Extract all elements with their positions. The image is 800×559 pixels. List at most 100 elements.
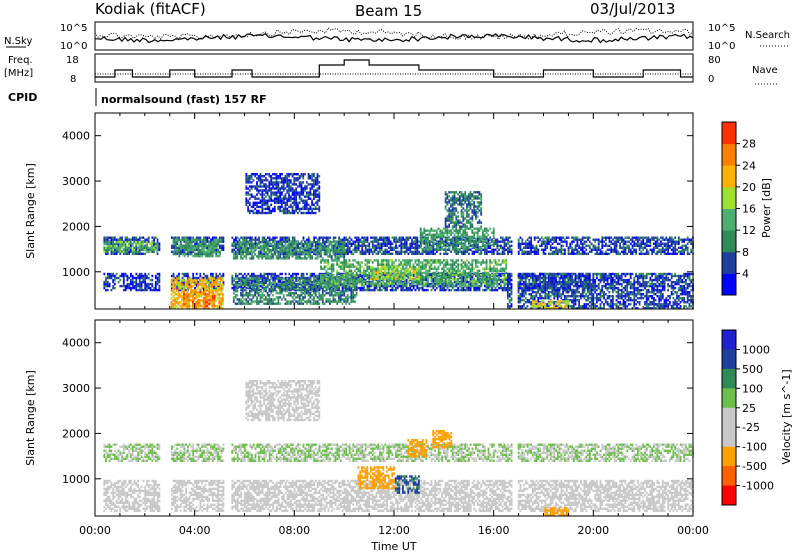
heat-cell-0 — [500, 241, 502, 243]
heat-cell-2 — [191, 249, 193, 251]
heat-cell-4 — [178, 301, 180, 303]
heat-cell-3 — [135, 273, 137, 275]
heat-cell-0 — [111, 243, 113, 245]
heat-cell-0 — [507, 243, 509, 245]
heat-cell-3 — [242, 275, 244, 277]
heat-cell-6 — [336, 286, 338, 288]
heat-cell-6 — [317, 280, 319, 282]
heat-cell-6 — [247, 277, 249, 279]
heat-cell-0 — [626, 245, 628, 247]
heat-cell-4 — [218, 277, 220, 279]
heat-cell-0 — [584, 243, 586, 245]
heat-cell-6 — [269, 303, 271, 305]
heat-cell-0 — [207, 245, 209, 247]
heat-cell-0 — [119, 237, 121, 239]
heat-cell-0 — [630, 249, 632, 251]
heat-cell-7 — [265, 241, 267, 243]
heat-cell-0 — [543, 239, 545, 241]
heat-cell-0 — [566, 241, 568, 243]
heat-cell-6 — [238, 277, 240, 279]
heat-cell-7 — [285, 255, 287, 257]
heat-cell-7 — [304, 243, 306, 245]
heat-cell-0 — [534, 247, 536, 249]
heat-cell-0 — [463, 251, 465, 253]
heat-cell-3 — [479, 285, 481, 287]
heat-cell-6 — [290, 282, 292, 284]
heat-cell-3 — [461, 287, 463, 289]
heat-cell-0 — [678, 237, 680, 239]
heat-cell-5 — [212, 305, 214, 307]
heat-cell-1 — [130, 241, 132, 243]
heat-cell-4 — [172, 295, 174, 297]
heat-cell-0 — [329, 237, 331, 239]
heat-cell-0 — [589, 241, 591, 243]
heat-cell-4 — [220, 277, 222, 279]
heat-cell-7 — [267, 255, 269, 257]
heat-cell-4 — [217, 297, 219, 299]
heat-cell-7 — [267, 241, 269, 243]
heat-cell-0 — [274, 237, 276, 239]
heat-cell-3 — [157, 277, 159, 279]
heat-cell-0 — [566, 237, 568, 239]
heat-cell-7 — [253, 243, 255, 245]
heat-cell-3 — [408, 287, 410, 289]
heat-cell-6 — [237, 282, 239, 284]
heat-cell-6 — [317, 300, 319, 302]
heat-cell-7 — [267, 253, 269, 255]
heat-cell-0 — [537, 249, 539, 251]
heat-cell-6 — [251, 300, 253, 302]
heat-cell-0 — [157, 253, 159, 255]
heat-cell-3 — [157, 279, 159, 281]
heat-cell-1 — [105, 243, 107, 245]
heat-cell-0 — [183, 237, 185, 239]
heat-cell-4 — [215, 289, 217, 291]
heat-cell-0 — [687, 237, 689, 239]
heat-cell-3 — [148, 277, 150, 279]
heat-cell-0 — [674, 241, 676, 243]
heat-cell-1 — [148, 247, 150, 249]
heat-cell-0 — [249, 237, 251, 239]
heat-cell-6 — [288, 282, 290, 284]
heat-cell-6 — [245, 300, 247, 302]
heat-cell-6 — [270, 288, 272, 290]
heat-cell-0 — [637, 243, 639, 245]
heat-cell-0 — [589, 245, 591, 247]
heat-cell-2 — [187, 241, 189, 243]
heat-cell-0 — [671, 243, 673, 245]
heat-cell-7 — [285, 243, 287, 245]
heat-cell-6 — [244, 298, 246, 300]
heat-cell-0 — [653, 237, 655, 239]
heat-cell-0 — [352, 249, 354, 251]
heat-cell-7 — [310, 243, 312, 245]
heat-cell-2 — [173, 251, 175, 253]
heat-cell-5 — [214, 295, 216, 297]
heat-cell-7 — [281, 251, 283, 253]
heat-cell-6 — [331, 292, 333, 294]
heat-cell-0 — [393, 237, 395, 239]
heat-cell-3 — [537, 275, 539, 277]
heat-cell-0 — [221, 237, 223, 239]
heat-cell-6 — [261, 284, 263, 286]
heat-cell-3 — [262, 279, 264, 281]
heat-cell-0 — [288, 237, 290, 239]
heat-cell-7 — [270, 255, 272, 257]
heat-cell-0 — [523, 251, 525, 253]
heat-cell-0 — [537, 241, 539, 243]
heat-cell-0 — [400, 243, 402, 245]
heat-cell-6 — [313, 286, 315, 288]
heat-cell-3 — [157, 289, 159, 291]
heat-cell-0 — [646, 243, 648, 245]
heat-cell-0 — [157, 239, 159, 241]
heat-cell-6 — [329, 298, 331, 300]
heat-cell-6 — [292, 282, 294, 284]
heat-cell-7 — [295, 241, 297, 243]
heat-cell-3 — [159, 273, 161, 275]
heat-cell-3 — [372, 289, 374, 291]
heat-cell-4 — [172, 303, 174, 305]
heat-cell-7 — [249, 243, 251, 245]
heat-cell-3 — [114, 279, 116, 281]
heat-cell-0 — [539, 245, 541, 247]
heat-cell-6 — [260, 290, 262, 292]
heat-cell-6 — [334, 294, 336, 296]
nave-tick-bottom: 0 — [708, 74, 714, 85]
